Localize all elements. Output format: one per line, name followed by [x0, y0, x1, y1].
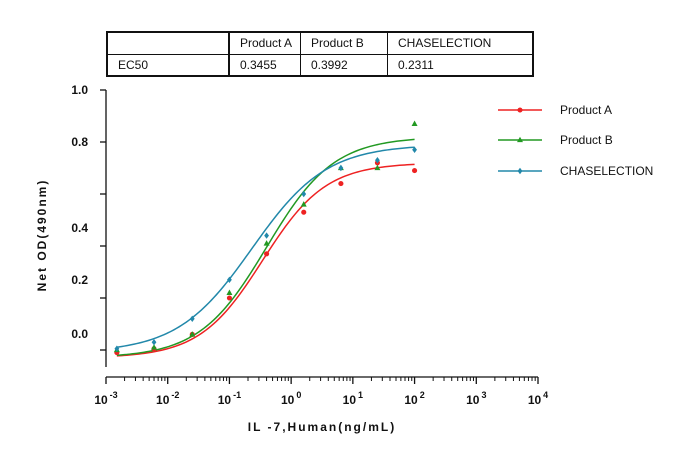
data-point — [114, 345, 120, 352]
x-tick-label: 10 4 — [528, 390, 548, 407]
data-point — [300, 201, 307, 207]
table-header-cell: CHASELECTION — [387, 31, 534, 55]
legend: Product A Product B CHASELECTION — [498, 103, 653, 178]
fit-curve — [116, 138, 415, 357]
table-cell: 0.3992 — [300, 53, 388, 77]
fit-curve — [116, 163, 415, 357]
data-point — [151, 339, 157, 346]
data-point — [189, 315, 195, 322]
data-point — [375, 157, 380, 164]
x-tick-label: 10 -3 — [94, 390, 117, 407]
y-axis-title: Net OD(490nm) — [35, 179, 49, 292]
y-tick-label: 0.8 — [71, 135, 88, 149]
data-point — [264, 232, 269, 239]
data-point — [411, 120, 418, 126]
legend-marker — [517, 107, 523, 113]
table-cell: 0.3455 — [228, 53, 301, 77]
x-tick-label: 10 -2 — [156, 390, 179, 407]
data-point — [227, 276, 232, 283]
legend-marker — [517, 167, 523, 175]
data-point — [151, 344, 158, 350]
table-cell: EC50 — [106, 53, 230, 77]
legend-label: CHASELECTION — [560, 164, 653, 178]
fit-curve — [116, 146, 415, 348]
data-point — [263, 240, 270, 246]
data-point — [374, 164, 381, 171]
data-point — [226, 289, 233, 295]
y-tick-label: 0.2 — [71, 273, 88, 287]
ec50-table: Product A Product B CHASELECTION EC50 0.… — [106, 31, 534, 77]
legend-label: Product B — [560, 133, 613, 147]
table-row: EC50 0.3455 0.3992 0.2311 — [106, 53, 534, 77]
y-tick-label: 0.4 — [71, 221, 88, 235]
data-point — [412, 168, 418, 174]
data-points — [113, 120, 418, 356]
legend-label: Product A — [560, 103, 612, 117]
data-point — [264, 251, 270, 257]
x-tick-label: 10 0 — [281, 390, 301, 407]
x-tick-label: 10 2 — [404, 390, 424, 407]
data-point — [338, 181, 344, 187]
data-point — [338, 164, 344, 172]
table-cell: 0.2311 — [387, 53, 534, 77]
x-tick-label: 10 3 — [466, 390, 486, 407]
fit-curves — [116, 138, 415, 357]
x-axis-title: IL -7,Human(ng/mL) — [248, 420, 396, 434]
y-tick-label: 1.0 — [71, 83, 88, 97]
table-header-cell: Product B — [300, 31, 388, 55]
x-tick-label: 10 1 — [343, 390, 363, 407]
legend-marker — [517, 136, 523, 143]
data-point — [301, 209, 307, 215]
y-tick-label: 0.0 — [71, 327, 88, 341]
data-point — [412, 146, 417, 153]
data-point — [189, 331, 196, 337]
axes: 1.0 0.8 0.4 0.2 0.0 10 -3 10 -2 10 -1 10 0 10 1 10 2 10 3 1… — [71, 83, 548, 407]
x-tick-label: 10 -1 — [218, 390, 241, 407]
data-point — [301, 190, 307, 198]
data-point — [226, 295, 232, 301]
